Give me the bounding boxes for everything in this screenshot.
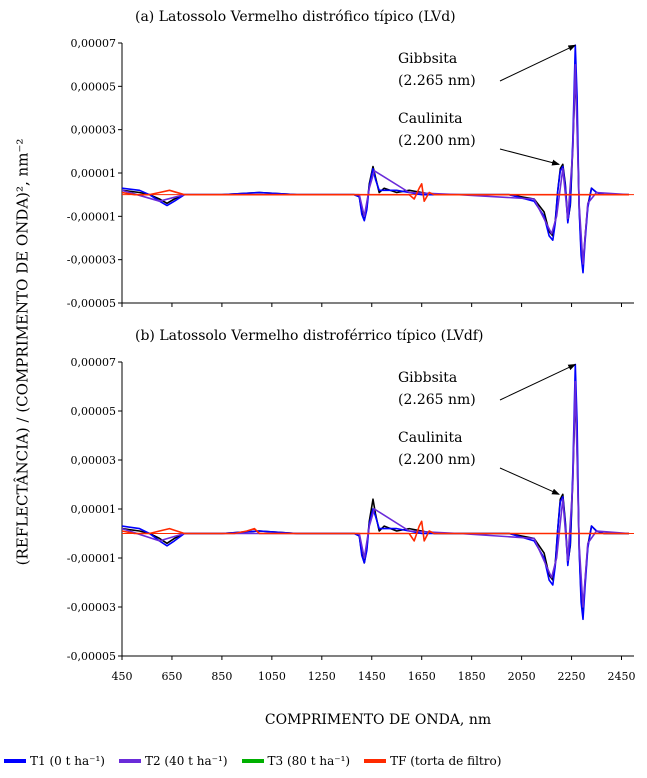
annotation-text-1-0: Gibbsita [398, 370, 457, 386]
series-line-0-1 [121, 44, 629, 274]
y-tick-label: 0,00005 [71, 405, 117, 418]
annotation-text-0-1: (2.200 nm) [398, 133, 476, 149]
series-line-0-3 [121, 183, 629, 202]
y-tick-label: -0,00001 [67, 552, 116, 565]
panel-title-1: (b) Latossolo Vermelho distroférrico típ… [135, 328, 483, 344]
y-tick-label: -0,00001 [67, 210, 116, 223]
annotation-text-0-0: (2.265 nm) [398, 73, 476, 89]
legend-item-t3: T3 (80 t ha⁻¹) [241, 754, 351, 768]
x-tick-label: 1250 [308, 670, 336, 683]
y-axis-label: (REFLECTÂNCIA) / (COMPRIMENTO DE ONDA)²,… [12, 138, 31, 566]
annotation-arrow-1-0 [499, 363, 577, 401]
y-tick-label: 0,00007 [71, 37, 117, 50]
panel-title-0: (a) Latossolo Vermelho distrófico típico… [135, 9, 456, 25]
legend-item-tf: TF (torta de filtro) [364, 754, 501, 768]
y-tick-label: 0,00001 [71, 167, 117, 180]
x-tick-label: 2250 [558, 670, 586, 683]
legend-swatch-t3 [241, 759, 264, 763]
x-tick-label: 2450 [608, 670, 636, 683]
x-tick-label: 2050 [508, 670, 536, 683]
annotation-text-0-0: Gibbsita [398, 51, 457, 67]
x-tick-label: 1650 [408, 670, 436, 683]
annotation-text-1-0: (2.265 nm) [398, 392, 476, 408]
annotation-text-1-1: Caulinita [398, 430, 463, 446]
x-tick-label: 450 [112, 670, 133, 683]
series-line-1-2 [121, 380, 630, 608]
y-tick-label: 0,00001 [71, 503, 117, 516]
legend-label-t3: T3 (80 t ha⁻¹) [267, 754, 351, 768]
legend-item-t1: T1 (0 t ha⁻¹) [4, 754, 105, 768]
annotation-text-1-1: (2.200 nm) [398, 452, 476, 468]
legend-item-t2: T2 (40 t ha⁻¹) [118, 754, 228, 768]
x-axis-label: COMPRIMENTO DE ONDA, nm [265, 712, 491, 728]
y-tick-label: 0,00003 [71, 454, 117, 467]
x-tick-label: 650 [161, 670, 182, 683]
legend: T1 (0 t ha⁻¹) T2 (40 t ha⁻¹) T3 (80 t ha… [0, 750, 647, 772]
annotation-arrow-1-1 [499, 467, 560, 495]
y-tick-label: -0,00003 [67, 254, 116, 267]
legend-swatch-tf [364, 759, 387, 763]
y-tick-label: 0,00005 [71, 80, 117, 93]
legend-swatch-t1 [4, 759, 26, 763]
y-tick-label: -0,00005 [67, 297, 116, 310]
x-tick-label: 850 [211, 670, 232, 683]
x-tick-label: 1450 [358, 670, 386, 683]
annotation-text-0-1: Caulinita [398, 111, 463, 127]
y-tick-label: 0,00003 [71, 124, 117, 137]
y-tick-label: -0,00003 [67, 601, 116, 614]
legend-label-tf: TF (torta de filtro) [390, 754, 502, 768]
y-tick-label: -0,00005 [67, 650, 116, 663]
legend-label-t2: T2 (40 t ha⁻¹) [144, 754, 228, 768]
x-tick-label: 1850 [458, 670, 486, 683]
annotation-arrow-0-1 [499, 148, 561, 166]
y-tick-label: 0,00007 [71, 356, 117, 369]
series-line-1-3 [121, 520, 629, 542]
legend-label-t1: T1 (0 t ha⁻¹) [30, 754, 105, 768]
x-tick-label: 1050 [258, 670, 286, 683]
legend-swatch-t2 [118, 759, 141, 763]
annotation-arrow-0-0 [499, 44, 577, 82]
